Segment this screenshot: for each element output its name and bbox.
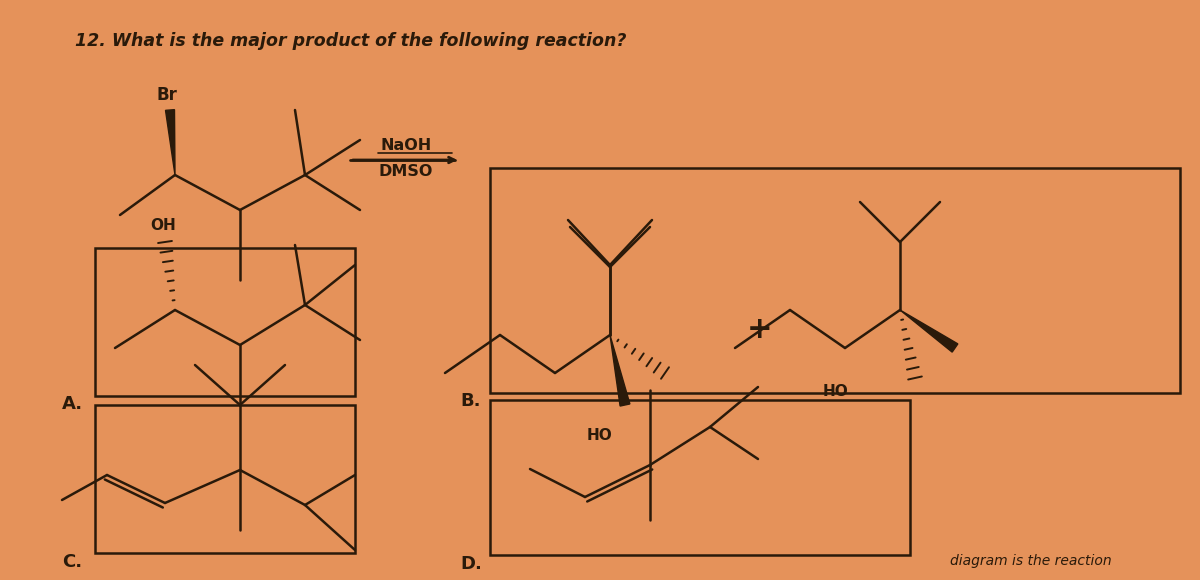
Text: NaOH: NaOH [380,137,431,153]
Text: C.: C. [62,553,82,571]
Text: DMSO: DMSO [378,165,432,179]
Text: diagram is the reaction: diagram is the reaction [950,554,1111,568]
Text: +: + [748,316,773,345]
Bar [490,400,910,555]
Bar [95,405,355,553]
Text: A.: A. [62,395,83,413]
Polygon shape [900,310,958,352]
Text: D.: D. [460,555,482,573]
Text: HO: HO [822,385,848,400]
Text: OH: OH [150,219,176,234]
Text: 12. What is the major product of the following reaction?: 12. What is the major product of the fol… [74,32,626,50]
Polygon shape [166,110,175,175]
Text: HO: HO [587,427,613,443]
Text: B.: B. [460,392,480,410]
Polygon shape [610,335,630,406]
Text: Br: Br [156,86,178,104]
Bar [490,168,1180,393]
Bar [95,248,355,396]
